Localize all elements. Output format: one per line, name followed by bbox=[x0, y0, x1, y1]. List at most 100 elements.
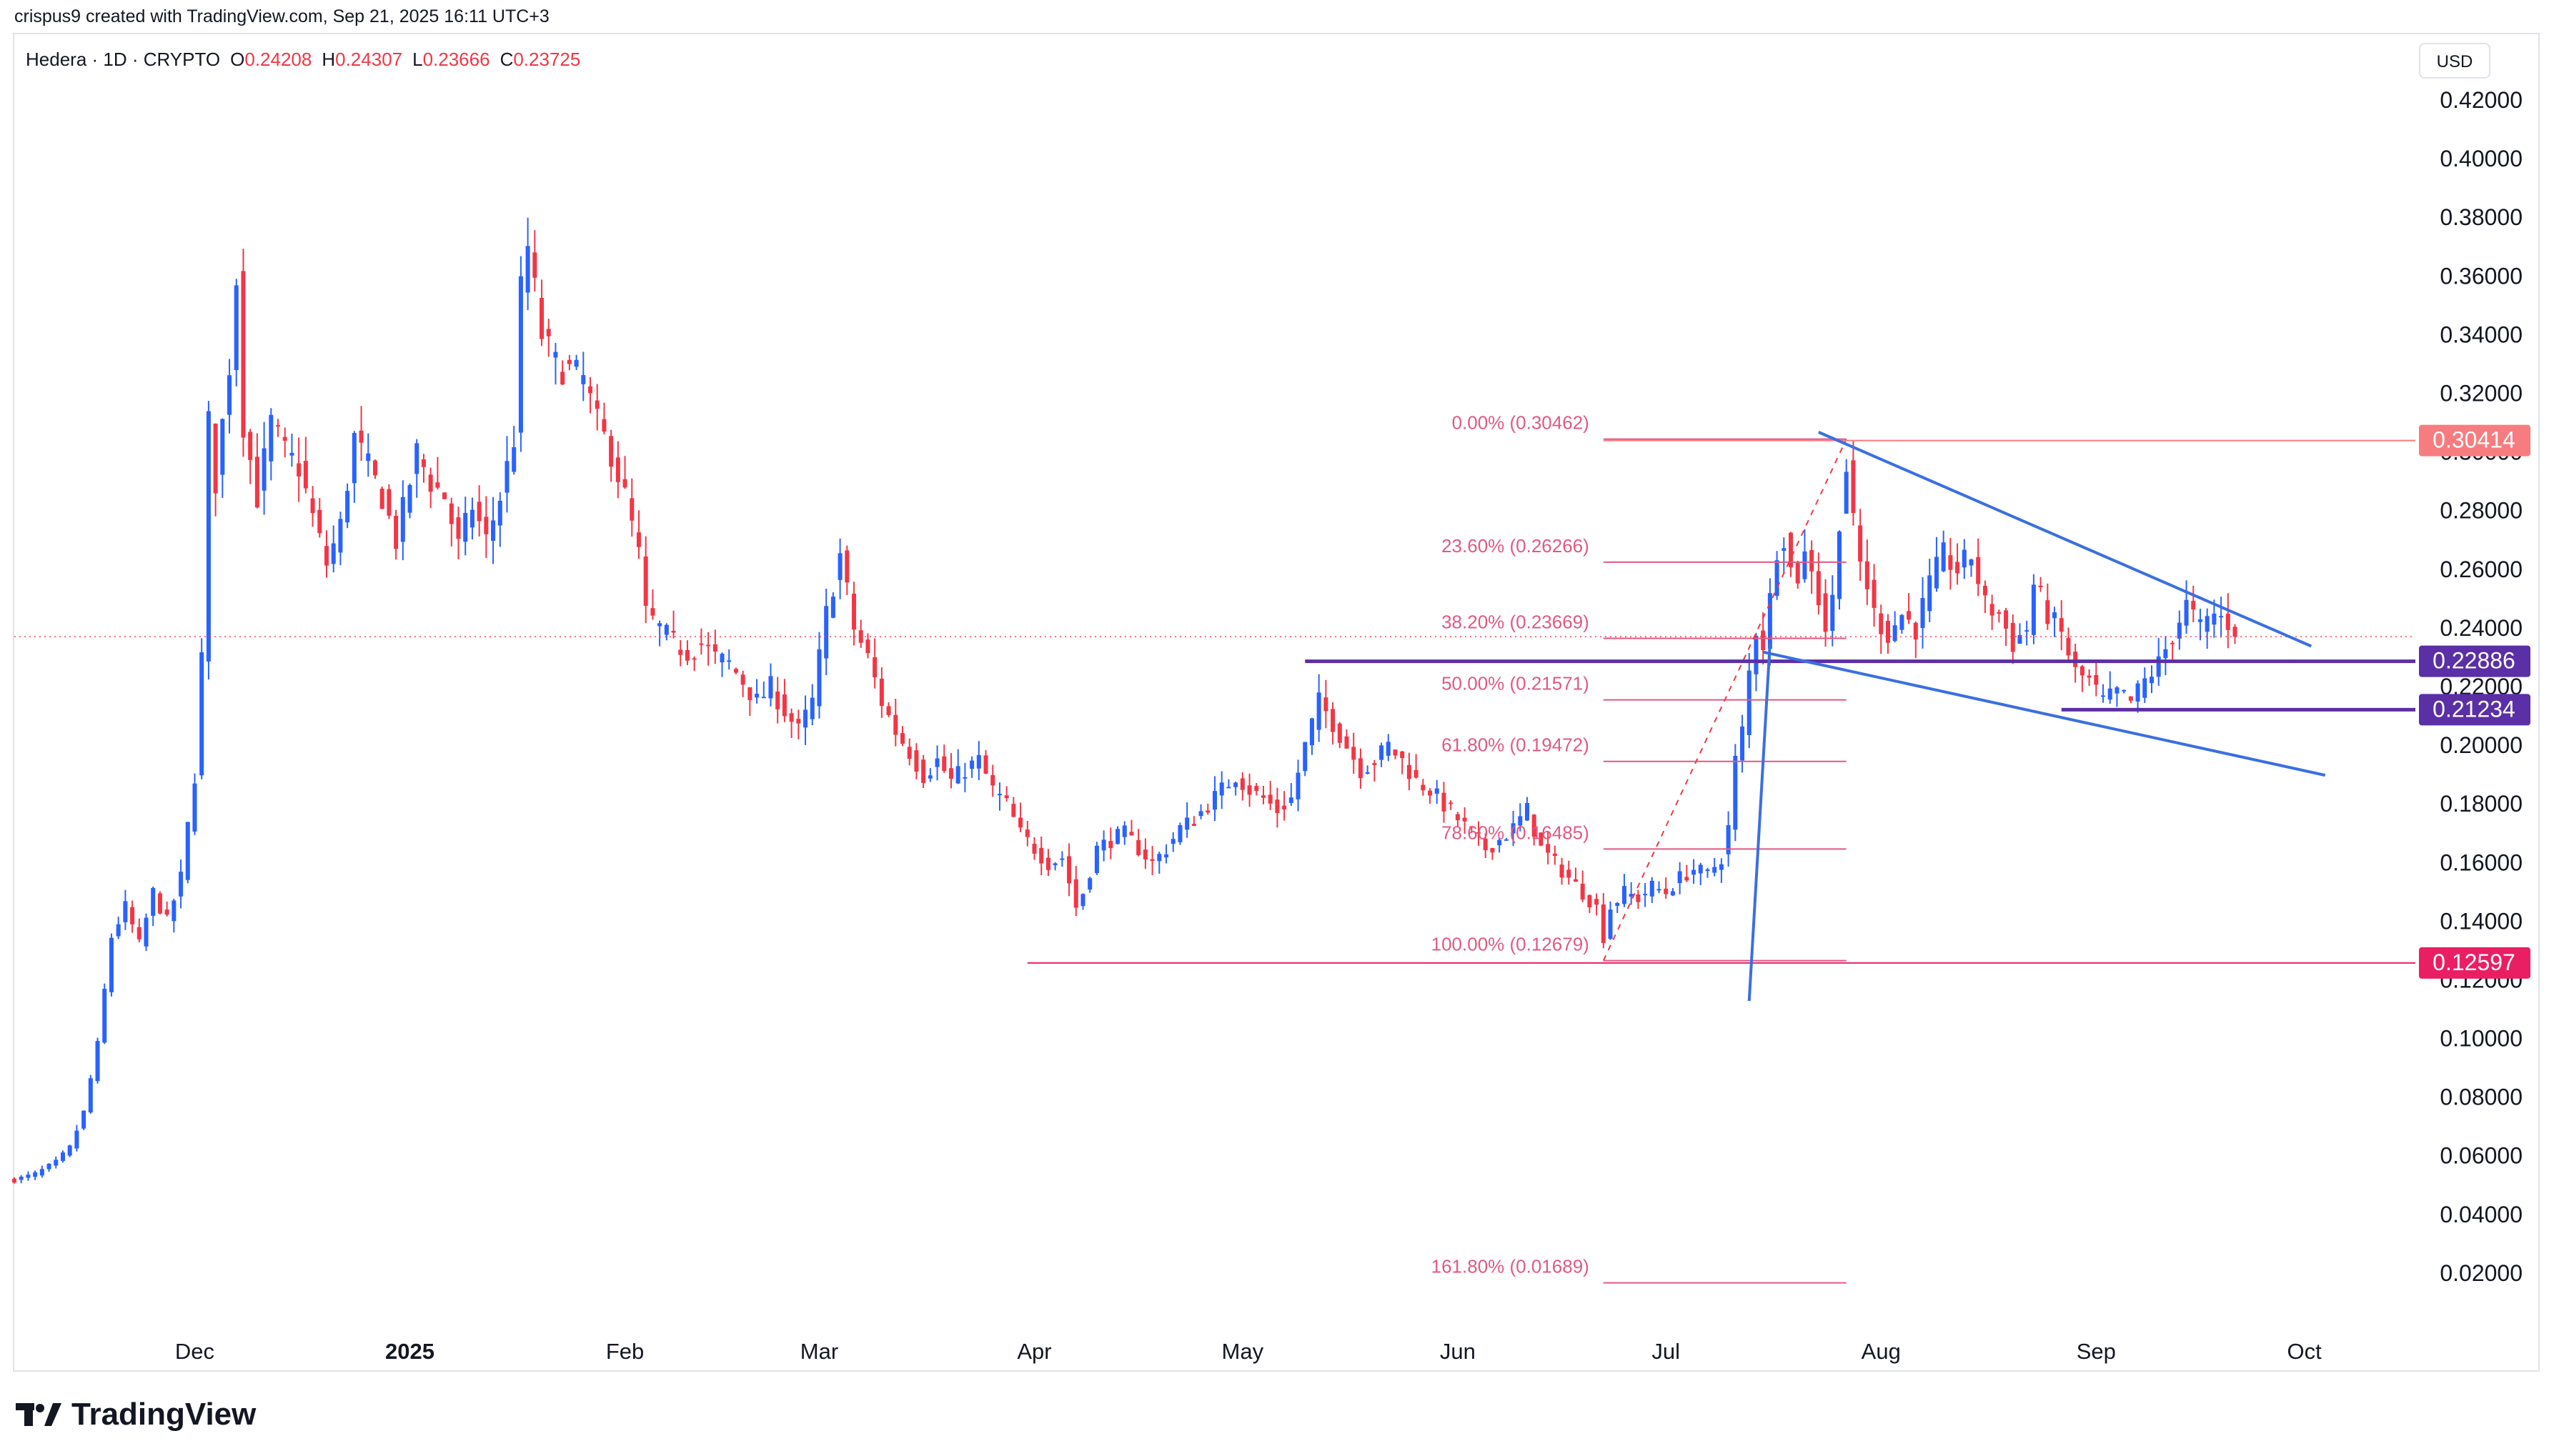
fib-level-label: 61.80% (0.19472) bbox=[1441, 734, 1589, 756]
candle-body bbox=[2100, 695, 2106, 697]
candle-body bbox=[254, 457, 259, 508]
candle-body bbox=[873, 657, 878, 678]
candle-body bbox=[546, 329, 551, 336]
candle-body bbox=[581, 375, 586, 384]
candle-body bbox=[845, 550, 850, 583]
candle-body bbox=[1449, 802, 1454, 804]
fib-level-label: 38.20% (0.23669) bbox=[1441, 611, 1589, 632]
symbol-label[interactable]: Hedera · 1D · CRYPTO bbox=[26, 49, 221, 70]
candle-body bbox=[1920, 598, 1925, 629]
candle-body bbox=[46, 1163, 51, 1170]
candle-body bbox=[2170, 642, 2175, 644]
candle-body bbox=[1476, 832, 1481, 834]
candle-body bbox=[685, 649, 690, 661]
candle-body bbox=[1115, 829, 1121, 844]
candle-body bbox=[282, 437, 287, 441]
candle-body bbox=[1941, 542, 1946, 572]
candle-body bbox=[1469, 826, 1474, 828]
candle-body bbox=[421, 459, 426, 467]
candle-body bbox=[379, 488, 384, 509]
candle-body bbox=[289, 452, 294, 456]
candle-body bbox=[497, 500, 502, 526]
candle-body bbox=[2184, 599, 2189, 626]
candle-body bbox=[1421, 784, 1426, 791]
candle-body bbox=[1705, 869, 1710, 872]
candle-body bbox=[172, 900, 177, 922]
open-key: O bbox=[230, 49, 245, 70]
x-tick-label: Sep bbox=[2077, 1339, 2116, 1364]
candle-body bbox=[1428, 790, 1433, 796]
candle-body bbox=[1726, 824, 1731, 854]
candle-body bbox=[1782, 548, 1787, 551]
candle-body bbox=[970, 760, 975, 769]
x-tick-label: Feb bbox=[606, 1339, 644, 1364]
candle-body bbox=[540, 297, 545, 339]
candle-body bbox=[1754, 635, 1759, 674]
candle-body bbox=[1712, 867, 1717, 873]
y-tick-label: 0.20000 bbox=[2440, 732, 2523, 758]
candle-body bbox=[2038, 585, 2043, 587]
candle-body bbox=[976, 754, 981, 769]
candle-body bbox=[567, 359, 572, 364]
candle-body bbox=[525, 246, 530, 293]
y-tick-label: 0.32000 bbox=[2440, 381, 2523, 407]
candle-body bbox=[1393, 749, 1398, 756]
candle-body bbox=[372, 460, 377, 476]
candle-body bbox=[1309, 718, 1314, 746]
candle-body bbox=[241, 271, 246, 438]
candle-body bbox=[2128, 696, 2133, 701]
candle-body bbox=[1531, 814, 1536, 837]
candle-body bbox=[865, 639, 870, 654]
candle-body bbox=[518, 276, 523, 433]
candle-body bbox=[1171, 839, 1176, 844]
candle-body bbox=[1546, 844, 1551, 853]
candle-body bbox=[1636, 894, 1641, 902]
open-value: 0.24208 bbox=[244, 49, 312, 70]
candle-body bbox=[463, 512, 468, 542]
candle-body bbox=[955, 766, 960, 784]
candle-body bbox=[928, 775, 933, 779]
candle-body bbox=[824, 606, 829, 659]
candle-body bbox=[796, 719, 801, 724]
candle-body bbox=[983, 755, 988, 774]
fib-level-label: 78.60% (0.16485) bbox=[1441, 822, 1589, 843]
candle-body bbox=[602, 419, 607, 432]
candle-body bbox=[914, 750, 919, 772]
candle-body bbox=[1601, 904, 1606, 943]
candle-body bbox=[1573, 879, 1578, 882]
candle-body bbox=[1927, 575, 1932, 612]
fib-level-label: 23.60% (0.26266) bbox=[1441, 535, 1589, 557]
candle-body bbox=[400, 497, 405, 542]
candle-body bbox=[123, 901, 128, 922]
candle-body bbox=[650, 608, 655, 616]
candle-body bbox=[199, 652, 204, 776]
candle-body bbox=[990, 774, 995, 786]
candle-body bbox=[1907, 611, 1912, 620]
y-tick-label: 0.28000 bbox=[2440, 498, 2523, 524]
candle-body bbox=[19, 1177, 24, 1180]
candle-body bbox=[2177, 622, 2182, 639]
candle-body bbox=[1386, 742, 1391, 756]
trend-line bbox=[1818, 431, 2312, 648]
candle-body bbox=[2156, 656, 2161, 677]
currency-button[interactable]: USD bbox=[2419, 43, 2490, 79]
candle-body bbox=[213, 423, 218, 494]
candle-body bbox=[1823, 593, 1828, 632]
candle-body bbox=[220, 419, 225, 475]
candle-body bbox=[477, 502, 482, 522]
candle-body bbox=[310, 498, 315, 514]
candle-body bbox=[1580, 883, 1585, 900]
candle-body bbox=[1150, 859, 1155, 862]
y-tick-label: 0.14000 bbox=[2440, 908, 2523, 934]
candle-body bbox=[2163, 649, 2168, 659]
candle-body bbox=[1497, 839, 1502, 846]
candle-body bbox=[262, 448, 267, 491]
candle-body bbox=[1802, 551, 1807, 579]
candle-body bbox=[1976, 557, 1981, 584]
candle-body bbox=[1809, 549, 1814, 572]
high-key: H bbox=[322, 49, 336, 70]
candle-body bbox=[1191, 824, 1196, 827]
fib-level-label: 0.00% (0.30462) bbox=[1452, 412, 1589, 434]
candle-body bbox=[74, 1130, 79, 1149]
